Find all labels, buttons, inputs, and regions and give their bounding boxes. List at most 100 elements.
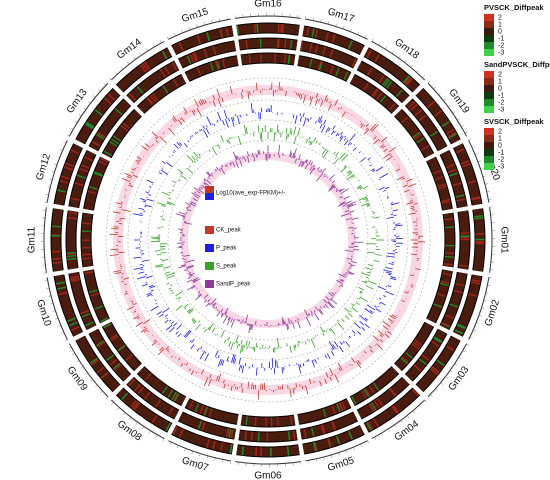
heatmap-cell xyxy=(418,114,427,122)
heatmap-cell xyxy=(373,400,380,409)
histogram-bar xyxy=(245,314,249,324)
scale-tick xyxy=(117,407,120,410)
histogram-bar xyxy=(161,218,166,221)
heatmap-ring xyxy=(440,272,467,330)
heatmap-cell xyxy=(81,312,91,318)
scale-tick xyxy=(328,21,330,25)
histogram-bar xyxy=(340,166,348,173)
histogram-bar xyxy=(359,291,363,294)
histogram-bar xyxy=(149,186,152,188)
histogram-bar xyxy=(141,145,148,151)
histogram-bar xyxy=(360,122,363,126)
heatmap-cell xyxy=(172,426,178,435)
histogram-bar xyxy=(370,168,375,172)
heatmap-cell xyxy=(84,156,93,162)
heatmap-ring xyxy=(416,88,460,144)
histogram-bar xyxy=(200,346,203,349)
heatmap-cell xyxy=(400,116,409,124)
histogram-bar xyxy=(360,124,364,128)
histogram-bar xyxy=(136,156,142,160)
histogram-bar xyxy=(180,172,183,175)
histogram-bar xyxy=(306,339,308,341)
histogram-bar xyxy=(314,358,318,364)
histogram-bar xyxy=(415,268,421,271)
histogram-bar xyxy=(347,272,353,275)
heatmap-cell xyxy=(372,418,379,427)
heatmap-cell xyxy=(113,364,122,371)
histogram-bar xyxy=(141,259,149,262)
scale-tick xyxy=(44,201,48,203)
track-legend-label: CK_peak xyxy=(216,228,242,234)
histogram-bar xyxy=(135,159,140,163)
histogram-bar xyxy=(314,98,319,106)
histogram-bar xyxy=(232,161,236,167)
heatmap-cell xyxy=(130,399,137,408)
heatmap-cell xyxy=(173,393,180,402)
histogram-bar xyxy=(205,127,210,134)
histogram-bar xyxy=(198,156,201,159)
scale-tick xyxy=(78,114,82,117)
histogram-bar xyxy=(183,107,188,114)
scale-tick xyxy=(374,436,377,440)
scale-tick xyxy=(83,107,86,110)
histogram-bar xyxy=(162,307,170,314)
histogram-bar xyxy=(229,162,232,166)
histogram-bar xyxy=(255,367,258,376)
scale-tick xyxy=(331,454,333,458)
histogram-bar xyxy=(203,182,207,186)
scale-tick xyxy=(323,456,325,460)
histogram-bar xyxy=(191,318,195,322)
heatmap-ring xyxy=(178,41,236,68)
scale-tick xyxy=(450,370,453,373)
histogram-bar xyxy=(319,306,322,308)
histogram-bar xyxy=(348,167,350,169)
histogram-bar xyxy=(278,82,280,91)
scale-tick xyxy=(135,422,138,425)
histogram-bar xyxy=(298,364,302,374)
histogram-bar xyxy=(244,157,246,162)
histogram-bar xyxy=(134,167,137,170)
heatmap-cell xyxy=(446,128,455,135)
histogram-bar xyxy=(224,307,229,315)
histogram-bar xyxy=(124,189,127,191)
histogram-bar xyxy=(177,333,181,338)
chromosome-label: Gm10 xyxy=(34,298,53,328)
scale-tick xyxy=(312,17,314,21)
histogram-bar xyxy=(211,172,213,175)
histogram-bar xyxy=(348,170,352,174)
histogram-bar xyxy=(220,167,226,175)
scale-tick xyxy=(70,127,74,130)
histogram-bar xyxy=(339,136,344,142)
histogram-bar xyxy=(355,361,362,369)
histogram-bar xyxy=(363,125,366,127)
histogram-bar xyxy=(170,289,173,292)
histogram-bar xyxy=(173,151,175,153)
histogram-bar xyxy=(183,221,187,223)
histogram-bar xyxy=(318,170,320,173)
heatmap-cell xyxy=(388,103,396,111)
histogram-bar xyxy=(286,323,289,331)
legend-swatch xyxy=(484,156,494,163)
histogram-bar xyxy=(326,149,328,151)
scale-tick xyxy=(55,317,59,320)
histogram-bar xyxy=(305,385,309,395)
histogram-bar xyxy=(200,186,203,190)
histogram-bar xyxy=(366,304,376,311)
histogram-bar xyxy=(145,282,148,284)
scale-tick xyxy=(477,160,481,163)
scale-tick xyxy=(109,77,112,81)
scale-tick xyxy=(427,81,431,84)
histogram-bar xyxy=(131,302,134,304)
histogram-bar xyxy=(367,251,376,254)
histogram-bar xyxy=(313,359,315,362)
legend-tick: -1 xyxy=(498,35,504,42)
scale-tick xyxy=(105,396,109,399)
track-legend-label: S_peak xyxy=(216,264,237,270)
heatmap-cell xyxy=(107,93,116,101)
histogram-bar xyxy=(338,367,342,372)
scale-tick xyxy=(315,458,317,462)
heatmap-cell xyxy=(391,405,399,414)
histogram-bar xyxy=(328,292,334,297)
histogram-bar xyxy=(309,96,312,100)
histogram-bar xyxy=(339,346,344,353)
